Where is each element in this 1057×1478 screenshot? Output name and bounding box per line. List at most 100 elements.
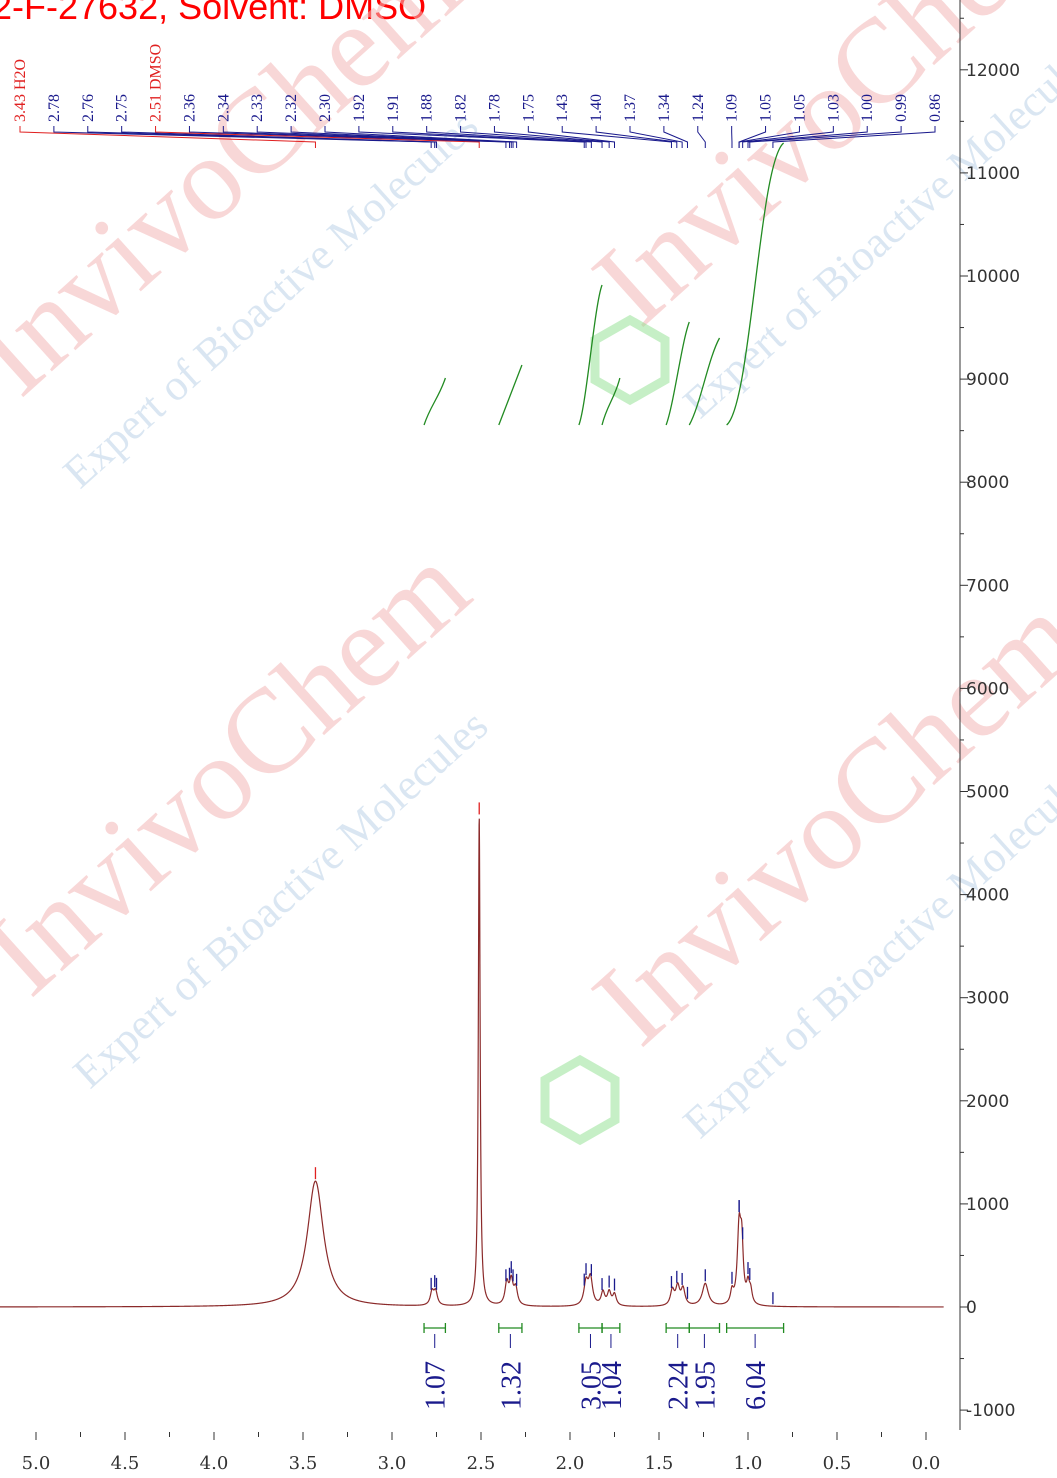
peak-label: 1.09 (724, 94, 741, 122)
peak-label: 1.24 (690, 94, 707, 122)
peak-label: 1.78 (486, 94, 503, 122)
x-tick-label: 2.0 (556, 1453, 585, 1474)
peak-label-leader (188, 126, 507, 148)
peak-label-leader (290, 126, 514, 148)
y-tick-label: 10000 (966, 267, 1020, 287)
integral-curve (688, 337, 721, 426)
x-tick-label: 4.5 (111, 1453, 140, 1474)
peak-label: 1.05 (791, 94, 808, 122)
peak-label: 2.32 (283, 94, 300, 122)
peak-label: 3.43 H2O (12, 59, 29, 122)
x-tick-label: 1.5 (645, 1453, 674, 1474)
x-tick-label: 3.5 (289, 1453, 318, 1474)
integral-curve (498, 364, 523, 426)
peak-label-leader (358, 126, 585, 148)
integral-value: 2.24 (664, 1361, 695, 1410)
spectrum-layer (0, 802, 944, 1308)
watermark-logo-icon (540, 1054, 620, 1146)
x-tick-label: 2.5 (467, 1453, 496, 1474)
watermark-logo-icon (590, 314, 670, 406)
peak-label: 2.34 (215, 94, 232, 122)
x-tick-label: 5.0 (22, 1453, 51, 1474)
peak-label-leader (121, 126, 437, 148)
peak-label-leader (747, 126, 868, 148)
y-tick-label: 11000 (966, 164, 1020, 184)
integral-curve (423, 377, 447, 426)
integral-value: 1.95 (690, 1361, 721, 1410)
y-tick-label: 4000 (966, 886, 1009, 906)
peak-label-leader (561, 126, 672, 148)
peak-label-leader (324, 126, 518, 148)
peak-label-leader (697, 126, 706, 148)
peak-label: 1.75 (520, 94, 537, 122)
peak-label: 1.43 (554, 94, 571, 122)
y-tick-label: 0 (966, 1298, 977, 1318)
integral-value: 1.04 (597, 1361, 628, 1410)
peak-label-leader (460, 126, 603, 148)
peak-label: 1.91 (385, 94, 402, 122)
integral-curve (578, 284, 603, 426)
peak-label: 1.37 (622, 94, 639, 122)
peak-label: 2.76 (80, 94, 97, 122)
y-tick-label: 5000 (966, 783, 1009, 803)
y-tick-label: 3000 (966, 989, 1009, 1009)
peak-label: 1.05 (758, 94, 775, 122)
chart-title: 2-F-27632, Solvent: DMSO (0, 0, 427, 27)
x-tick-label: 0.0 (912, 1453, 941, 1474)
peak-label-leader (426, 126, 592, 148)
peak-label: 2.36 (181, 94, 198, 122)
x-tick-label: 0.5 (823, 1453, 852, 1474)
integral-value: 1.32 (496, 1361, 527, 1410)
axes-layer: -1000 0 1000 2000 3000 4000 5000 6000 7000 8000 90… (22, 0, 1020, 1474)
peak-label: 1.88 (419, 94, 436, 122)
peak-label: 2.51 DMSO (148, 44, 165, 122)
x-tick-label: 4.0 (200, 1453, 229, 1474)
integral-value: 3.05 (576, 1361, 607, 1410)
peak-label: 2.30 (317, 94, 334, 122)
peak-label-leader (629, 126, 683, 148)
spectrum-line (0, 818, 944, 1308)
integral-value: 6.04 (741, 1361, 772, 1410)
peak-label: 1.03 (825, 94, 842, 122)
x-tick-label: 3.0 (378, 1453, 407, 1474)
x-tick-label: 1.0 (734, 1453, 763, 1474)
peak-label-leader (222, 126, 510, 148)
y-tick-label: 6000 (966, 679, 1009, 699)
peak-label-leader (527, 126, 615, 148)
peak-label: 2.33 (249, 94, 266, 122)
peak-label-leader (742, 126, 834, 148)
integral-curve (726, 142, 785, 426)
peak-label-leader (256, 126, 512, 148)
peak-label-leader (738, 126, 800, 148)
integral-value: 1.07 (421, 1361, 452, 1410)
peak-label-leader (663, 126, 688, 148)
peak-label: 1.92 (351, 94, 368, 122)
peak-label: 0.86 (927, 94, 944, 122)
peak-label: 2.75 (114, 94, 131, 122)
peak-label-leader (87, 126, 436, 148)
y-tick-label: 8000 (966, 473, 1009, 493)
peak-label: 1.00 (859, 94, 876, 122)
y-tick-label: 12000 (966, 61, 1020, 81)
peak-label: 2.78 (46, 94, 63, 122)
y-tick-label: 9000 (966, 370, 1009, 390)
peak-label: 1.40 (588, 94, 605, 122)
peak-label: 1.82 (453, 94, 470, 122)
y-tick-label: 7000 (966, 576, 1009, 596)
peak-label-leader (19, 126, 316, 148)
peak-label-leader (595, 126, 678, 148)
peak-label-leader (772, 126, 936, 148)
integral-layer: 1.07 1.32 3.051.04 2.241.95 6.04 (421, 142, 785, 1410)
integral-curve (601, 377, 621, 426)
peak-label: 0.99 (893, 94, 910, 122)
y-tick-label: 1000 (966, 1195, 1009, 1215)
peak-label: 1.34 (656, 94, 673, 122)
peak-label-leader (392, 126, 587, 148)
peak-label-leader (749, 126, 902, 148)
peak-label-leader (53, 126, 432, 148)
y-tick-label: -1000 (966, 1401, 1015, 1421)
y-tick-label: 2000 (966, 1092, 1009, 1112)
peak-label-leader (155, 126, 480, 148)
